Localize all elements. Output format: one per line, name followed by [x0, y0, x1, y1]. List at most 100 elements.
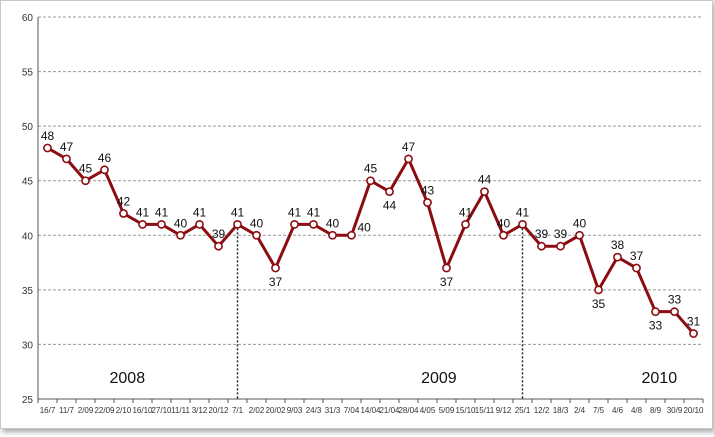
data-point	[176, 230, 185, 240]
line-chart: 25 30 35 40 45 50 55 60 16/7 11/7 2/09 22/09 2/10 16/…	[22, 13, 704, 415]
data-point	[138, 219, 147, 229]
data-point	[290, 219, 299, 229]
data-label: 37	[440, 275, 454, 289]
data-point	[328, 230, 337, 240]
data-point	[423, 198, 432, 207]
x-tick-label: 20/10	[683, 406, 704, 415]
data-label: 47	[402, 140, 416, 154]
y-tick-label: 45	[22, 177, 34, 188]
data-label: 48	[41, 129, 55, 143]
data-label: 39	[535, 227, 549, 241]
data-point	[651, 307, 660, 317]
x-tick-label: 7/04	[344, 406, 360, 415]
x-tick-label: 31/3	[325, 406, 341, 415]
data-label: 37	[269, 275, 283, 289]
data-label: 40	[573, 216, 587, 230]
x-tick-label: 11/7	[59, 406, 75, 415]
y-tick-label: 35	[22, 286, 34, 297]
data-point	[670, 307, 679, 317]
x-tick-label: 30/9	[667, 406, 683, 415]
x-tick-label: 21/04	[379, 406, 400, 415]
x-tick-label: 15/11	[475, 406, 495, 415]
data-point	[442, 263, 451, 273]
data-point	[119, 209, 128, 218]
data-point	[461, 219, 470, 229]
x-tick-label: 2/10	[116, 406, 132, 415]
data-point	[613, 252, 622, 262]
x-tick-label: 5/09	[439, 406, 455, 415]
x-tick-label: 27/10	[151, 406, 172, 415]
data-point	[518, 219, 527, 229]
y-tick-label: 25	[22, 395, 34, 406]
period-label: 2008	[110, 370, 146, 387]
data-label: 43	[421, 184, 435, 198]
series	[43, 143, 698, 338]
x-tick-label: 12/2	[534, 406, 550, 415]
period-dividers	[236, 224, 524, 399]
x-tick-label: 11/11	[171, 406, 190, 415]
data-label: 40	[358, 220, 372, 234]
data-point	[157, 219, 166, 229]
data-label: 44	[478, 173, 492, 187]
data-point	[309, 219, 318, 229]
data-point	[81, 176, 90, 186]
y-tick-label: 55	[22, 68, 34, 79]
x-tick-label: 3/12	[192, 406, 208, 415]
data-label: 41	[288, 205, 302, 219]
data-point	[499, 230, 508, 240]
data-point	[271, 263, 280, 273]
data-point	[233, 219, 242, 229]
data-point	[347, 230, 356, 240]
data-label: 46	[98, 151, 112, 165]
data-point	[385, 187, 394, 197]
data-point	[100, 165, 109, 175]
data-label: 45	[364, 162, 378, 176]
data-point	[252, 230, 261, 240]
data-label: 40	[174, 216, 188, 230]
x-tick-label: 15/10	[455, 406, 476, 415]
x-tick-label: 24/3	[306, 406, 322, 415]
x-tick-label: 4/05	[420, 406, 436, 415]
period-label: 2010	[642, 370, 678, 387]
x-tick-label: 4/8	[631, 406, 643, 415]
x-tick-label: 16/10	[132, 406, 153, 415]
data-point	[366, 176, 375, 186]
x-tick-label: 9/12	[496, 406, 512, 415]
data-point	[480, 187, 489, 197]
x-tick-label: 28/04	[398, 406, 419, 415]
data-point	[556, 241, 565, 251]
x-tick-label: 2/02	[249, 406, 265, 415]
data-label: 37	[630, 249, 644, 263]
data-label: 40	[250, 216, 264, 230]
data-label: 41	[136, 205, 150, 219]
y-tick-label: 30	[22, 340, 34, 351]
x-tick-label: 18/3	[553, 406, 569, 415]
data-label: 41	[516, 205, 530, 219]
data-point	[214, 241, 223, 251]
data-label: 45	[79, 162, 93, 176]
x-tick-label: 2/09	[78, 406, 94, 415]
x-tick-label: 25/1	[515, 406, 531, 415]
data-point	[575, 230, 584, 240]
data-label: 41	[193, 205, 207, 219]
data-point	[404, 154, 413, 164]
y-tick-label: 60	[22, 13, 34, 24]
x-tick-label: 14/04	[360, 406, 381, 415]
x-tick-label: 4/6	[612, 406, 624, 415]
x-tick-label: 20/02	[265, 406, 286, 415]
data-label: 41	[459, 205, 473, 219]
data-label: 47	[60, 140, 74, 154]
data-label: 38	[611, 238, 625, 252]
x-tick-label: 7/5	[593, 406, 605, 415]
x-tick-label: 16/7	[40, 406, 56, 415]
data-label: 41	[155, 205, 169, 219]
data-label: 41	[231, 205, 245, 219]
data-labels: 48 47 45 46 42 41 41 40 41 39 41 40 37 41 41 40 40 45 44 47…	[41, 129, 701, 333]
x-tick-label: 9/03	[287, 406, 303, 415]
x-tick-label: 8/9	[650, 406, 662, 415]
data-label: 33	[668, 293, 682, 307]
y-tick-label: 40	[22, 231, 34, 242]
data-label: 31	[687, 315, 701, 329]
x-tick-label: 22/09	[94, 406, 115, 415]
